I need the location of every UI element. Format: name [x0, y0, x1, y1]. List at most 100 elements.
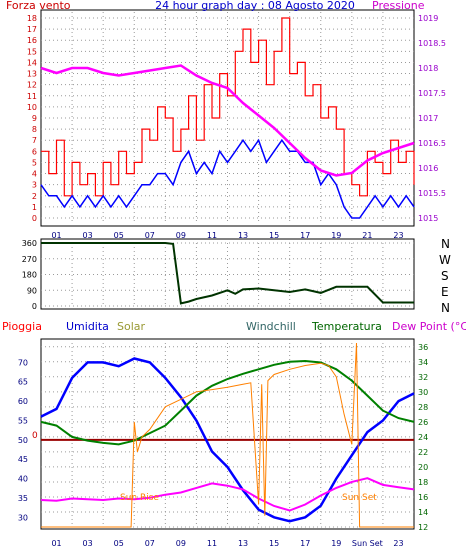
top-hour-tick: 01 [51, 231, 61, 240]
top-hour-tick: 07 [145, 231, 155, 240]
dir-label-w: W [439, 253, 451, 267]
temperature-tick: 30 [418, 388, 428, 397]
pressure-tick: 1018 [418, 64, 438, 73]
humidity-tick: 70 [18, 358, 28, 367]
wind-speed-tick: 2 [32, 192, 37, 201]
wind-speed-tick: 15 [27, 47, 37, 56]
rain-value-label: 0 [32, 431, 38, 441]
top-hour-tick: 15 [269, 231, 279, 240]
temperature-tick: 28 [418, 403, 428, 412]
temperature-tick: 24 [418, 433, 428, 442]
humidity-tick: 60 [18, 397, 28, 406]
pressure-tick: 1015.5 [418, 189, 446, 198]
humidity-tick: 65 [18, 378, 28, 387]
series-wind-gust [41, 17, 415, 197]
temperature-tick: 14 [418, 508, 428, 517]
bottom-hour-tick: 01 [51, 539, 61, 548]
bottom-hour-tick: 07 [145, 539, 155, 548]
dew-point-label: Dew Point (°C) [392, 320, 466, 333]
wind-speed-tick: 14 [27, 58, 37, 67]
wind-speed-tick: 11 [27, 92, 37, 101]
windchill-label: Windchill [246, 320, 296, 333]
bottom-hour-tick: 17 [300, 539, 310, 548]
temperature-tick: 36 [418, 343, 428, 352]
humidity-tick: 45 [18, 455, 28, 464]
humidity-label: Umidita [66, 320, 109, 333]
humidity-tick: 30 [18, 513, 28, 522]
series-wind-direction [41, 242, 414, 305]
wind-speed-tick: 4 [32, 170, 37, 179]
temperature-tick: 16 [418, 493, 428, 502]
series-solar [41, 342, 414, 528]
wind-speed-tick: 5 [32, 158, 37, 167]
solar-label: Solar [117, 320, 146, 333]
pressure-label: Pressione [372, 0, 425, 12]
pressure-tick: 1015 [418, 214, 438, 223]
dir-label-n-top: N [441, 237, 450, 251]
top-hour-tick: 05 [114, 231, 124, 240]
series-pressure [40, 64, 415, 177]
bottom-hour-tick: 19 [331, 539, 341, 548]
sun-rise-annotation: Sun Rise [120, 493, 159, 503]
top-hour-tick: 09 [176, 231, 186, 240]
wind-speed-tick: 7 [32, 136, 37, 145]
wind-speed-tick: 6 [32, 147, 37, 156]
wind-direction-tick: 270 [22, 255, 37, 264]
bottom-hour-tick: 13 [238, 539, 248, 548]
top-hour-tick: 19 [331, 231, 341, 240]
wind-speed-tick: 1 [32, 203, 37, 212]
series-temperature [40, 359, 415, 446]
middle-panel-grid [41, 242, 414, 307]
dir-label-s: S [441, 269, 449, 283]
bottom-panel-series [40, 342, 415, 528]
wind-speed-tick: 10 [27, 103, 37, 112]
top-panel-series [40, 17, 415, 219]
wind-speed-tick: 0 [32, 214, 37, 223]
top-hour-tick: 23 [393, 231, 403, 240]
wind-speed-tick: 18 [27, 14, 37, 23]
wind-speed-tick: 13 [27, 70, 37, 79]
top-hour-tick: 03 [83, 231, 93, 240]
series-humidity [40, 357, 415, 523]
top-hour-tick: 17 [300, 231, 310, 240]
temperature-tick: 18 [418, 478, 428, 487]
temperature-tick: 12 [418, 523, 428, 532]
wind-speed-tick: 3 [32, 181, 37, 190]
wind-speed-tick: 12 [27, 81, 37, 90]
pressure-tick: 1017 [418, 114, 438, 123]
rain-label: Pioggia [2, 320, 42, 333]
top-hour-tick: 21 [362, 231, 372, 240]
wind-speed-label: Forza vento [6, 0, 71, 12]
bottom-hour-tick: 23 [393, 539, 403, 548]
bottom-hour-tick: Sun Set [352, 539, 383, 548]
top-hour-tick: 11 [207, 231, 217, 240]
chart-title: 24 hour graph day : 08 Agosto 2020 [155, 0, 355, 12]
series-dew-point [40, 477, 415, 512]
pressure-tick: 1019 [418, 14, 438, 23]
wind-speed-tick: 16 [27, 36, 37, 45]
humidity-tick: 35 [18, 494, 28, 503]
humidity-tick: 55 [18, 416, 28, 425]
top-hour-tick: 13 [238, 231, 248, 240]
humidity-tick: 40 [18, 475, 28, 484]
wind-direction-tick: 90 [27, 286, 37, 295]
humidity-tick: 50 [18, 436, 28, 445]
wind-speed-tick: 17 [27, 25, 37, 34]
temperature-tick: 34 [418, 358, 428, 367]
temperature-tick: 22 [418, 448, 428, 457]
wind-direction-tick: 0 [32, 302, 37, 311]
wind-direction-tick: 180 [22, 271, 37, 280]
wind-direction-tick: 360 [22, 239, 37, 248]
wind-speed-tick: 9 [32, 114, 37, 123]
top-panel-frame [40, 9, 415, 227]
temperature-tick: 32 [418, 373, 428, 382]
middle-panel-frame [40, 238, 415, 310]
bottom-hour-tick: 03 [83, 539, 93, 548]
axis-labels: 012345678910111213141516171810151015.510… [18, 14, 446, 548]
pressure-tick: 1017.5 [418, 89, 446, 98]
temperature-tick: 26 [418, 418, 428, 427]
series-wind-avg [40, 138, 415, 219]
dir-label-n-bottom: N [441, 301, 450, 315]
